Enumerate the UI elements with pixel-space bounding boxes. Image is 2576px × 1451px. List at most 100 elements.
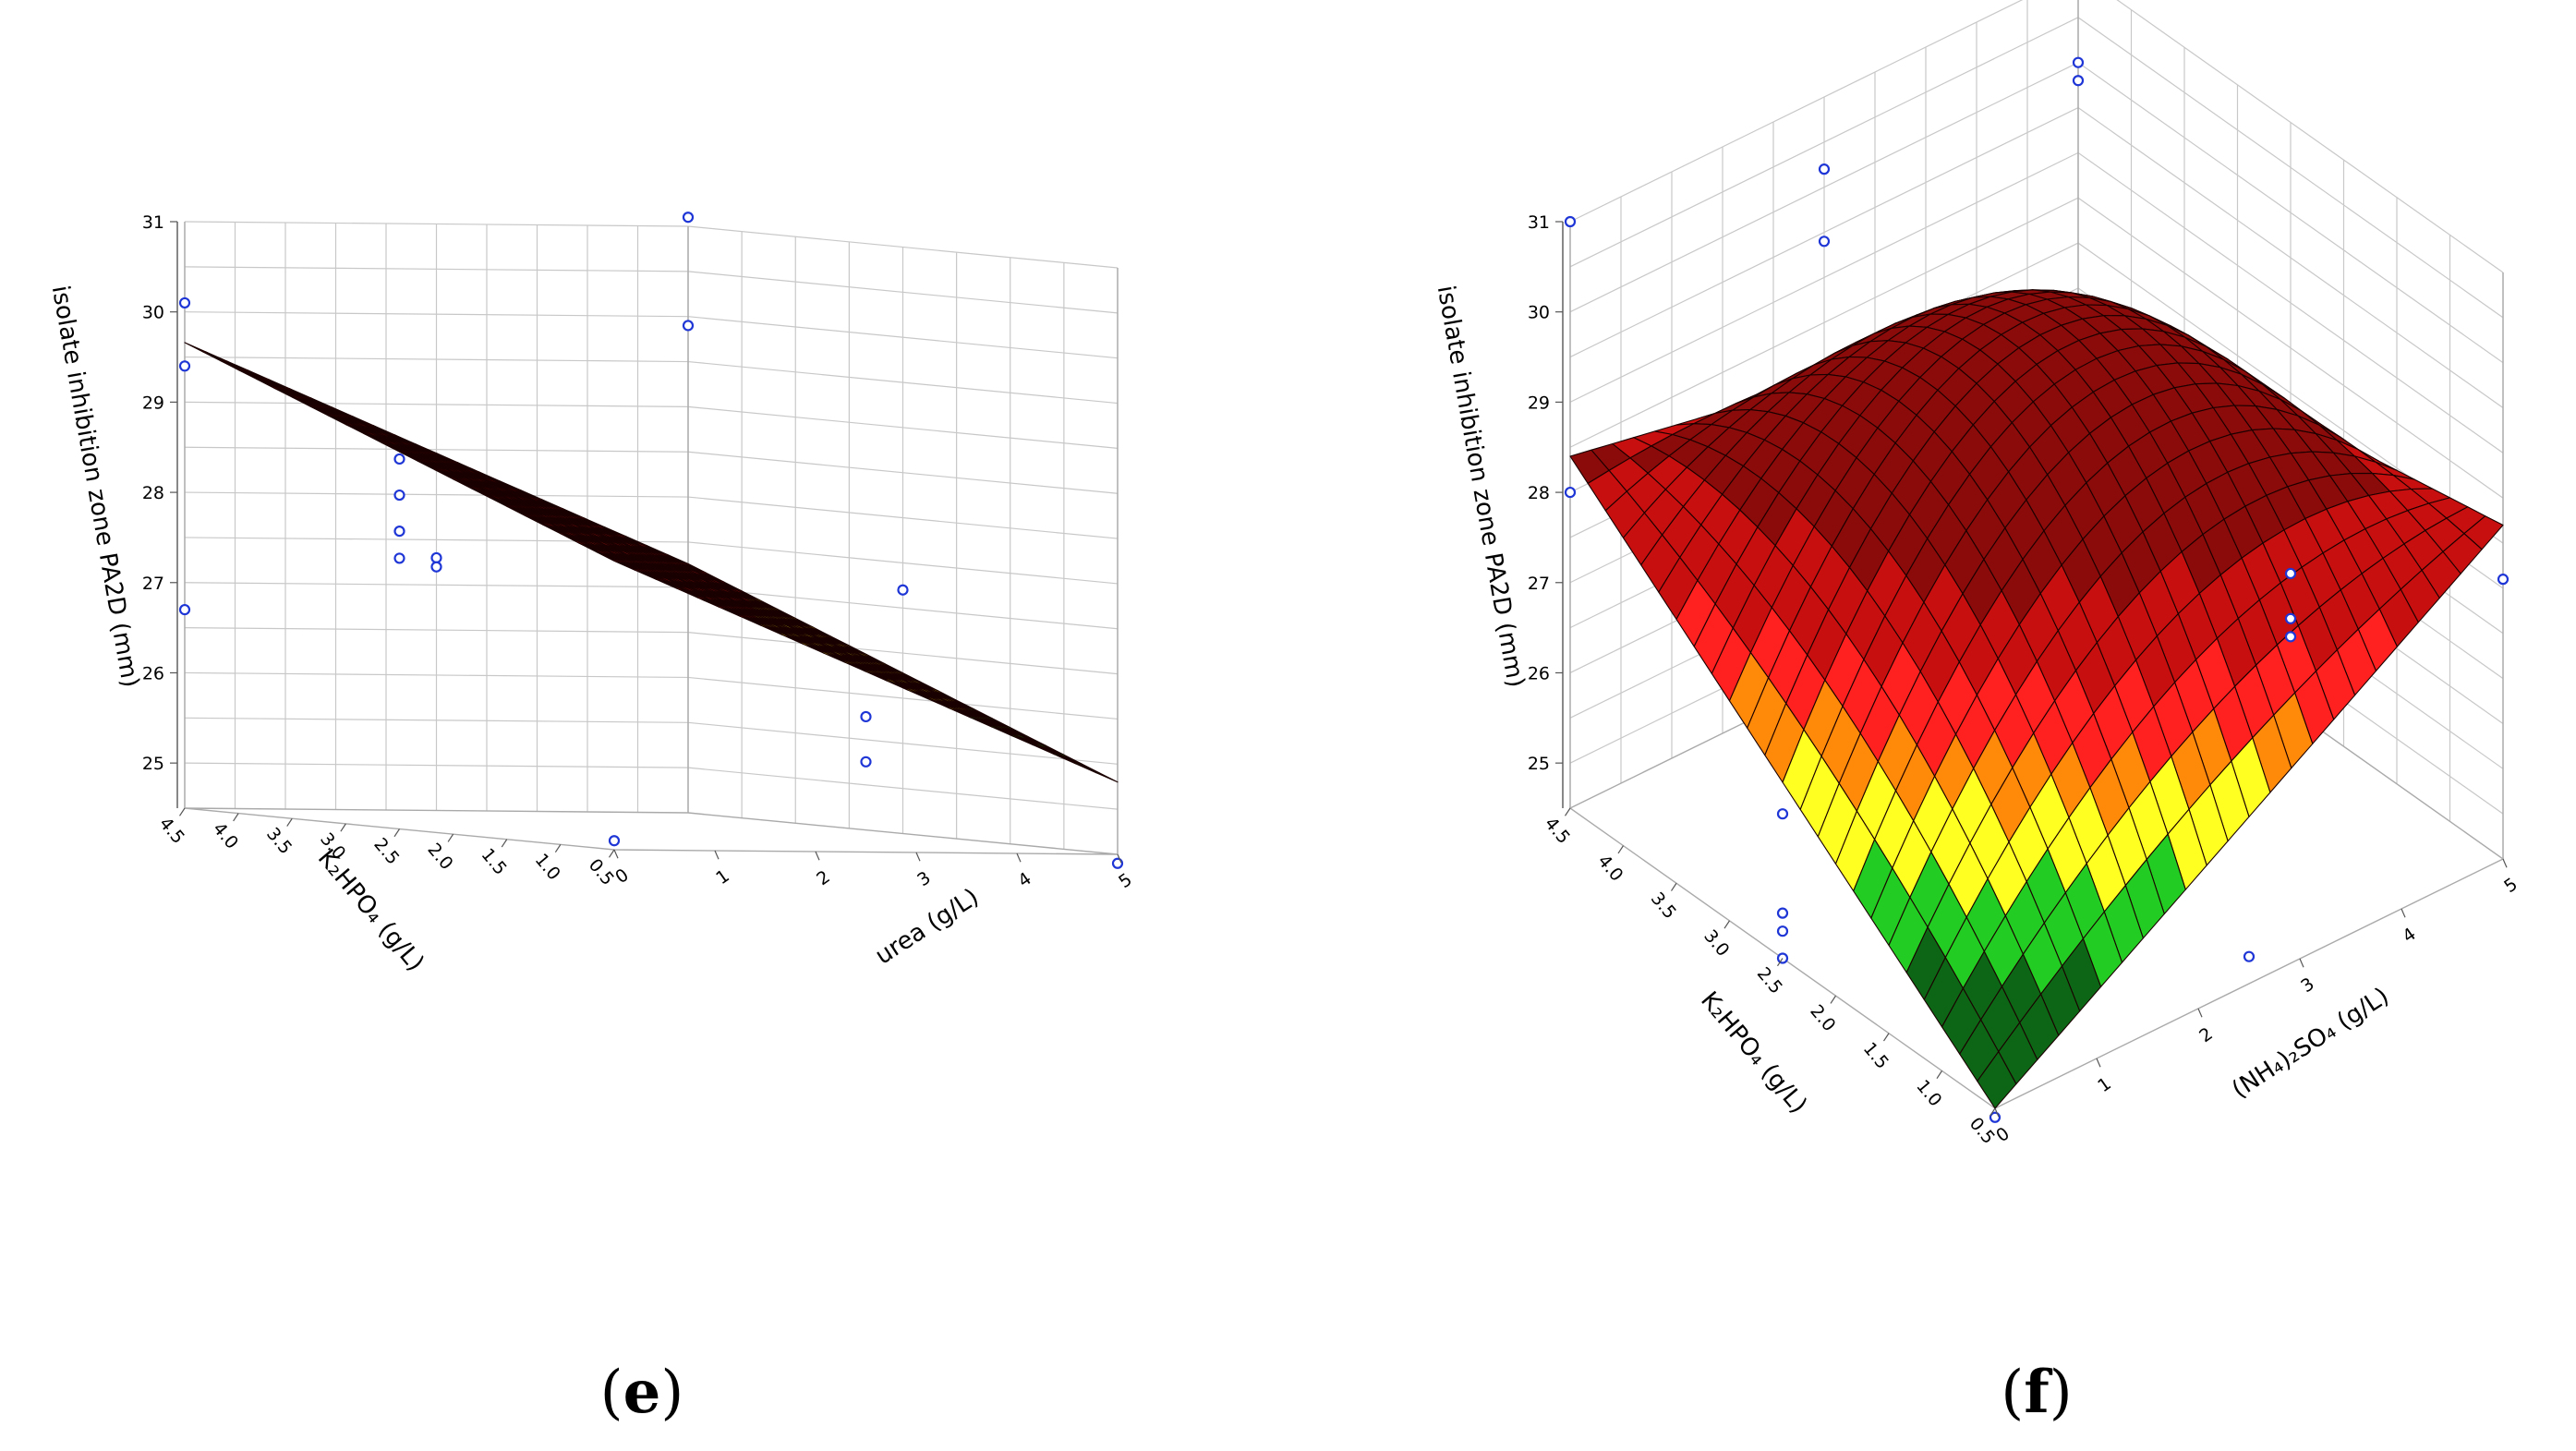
observed-point	[178, 360, 191, 372]
x-tick-mark	[1994, 1107, 2000, 1118]
y-tick-label: 1.0	[1912, 1076, 1945, 1110]
z-tick-label: 29	[142, 393, 164, 413]
y-tick-label: 4.5	[1541, 814, 1574, 848]
z-tick-label: 26	[142, 663, 164, 683]
z-tick-label: 28	[142, 483, 164, 503]
observed-point	[1111, 857, 1124, 869]
gridline	[184, 627, 1119, 675]
y-tick-mark	[608, 849, 615, 858]
y-tick-mark	[1670, 882, 1677, 891]
observed-point	[178, 296, 191, 309]
y-axis-title: K₂HPO₄ (g/L)	[1695, 986, 1812, 1118]
y-tick-mark	[178, 807, 186, 816]
z-tick-label: 27	[1528, 574, 1550, 594]
y-tick-mark	[1830, 995, 1837, 1004]
y-tick-mark	[1936, 1070, 1943, 1080]
y-axis-title: K₂HPO₄ (g/L)	[312, 844, 429, 976]
y-tick-label: 2.0	[423, 840, 456, 874]
x-tick-mark	[815, 851, 820, 861]
x-tick-label: 3	[2297, 973, 2318, 997]
observed-point	[608, 835, 621, 847]
y-tick-label: 1.5	[1859, 1038, 1893, 1072]
observed-point	[430, 551, 442, 564]
z-axis: 25 26 27 28 29 30 31 isolate inhibition zone PA…	[46, 212, 178, 808]
z-tick-label: 25	[142, 754, 164, 774]
gridline	[184, 762, 1119, 810]
x-tick-mark	[714, 850, 720, 860]
x-tick-mark	[2096, 1058, 2101, 1068]
x-tick-label: 3	[913, 867, 935, 890]
x-tick-label: 0	[611, 865, 633, 888]
y-tick-mark	[286, 817, 293, 827]
y-tick-label: 2.0	[1806, 1001, 1839, 1035]
observed-point	[393, 552, 405, 564]
z-tick-label: 31	[142, 212, 164, 233]
z-tick-label: 31	[1528, 212, 1550, 233]
gridline	[184, 446, 1119, 494]
gridline	[184, 582, 1119, 630]
gridline	[184, 311, 1119, 359]
surface-cell	[596, 550, 636, 571]
x-tick-mark	[2401, 908, 2406, 918]
x-tick-label: 1	[2094, 1073, 2115, 1096]
observed-point	[1564, 215, 1577, 228]
gridline	[184, 356, 1119, 405]
x-tick-mark	[1117, 853, 1122, 864]
y-tick-mark	[1723, 920, 1731, 929]
y-tick-mark	[1564, 807, 1571, 816]
observed-point	[1776, 808, 1789, 820]
observed-point	[2284, 631, 2297, 643]
y-tick-mark	[501, 839, 508, 848]
z-tick-label: 27	[142, 574, 164, 594]
z-axis-title: isolate inhibition zone PA2D (mm)	[1432, 284, 1530, 690]
y-tick-label: 2.5	[369, 834, 403, 868]
y-tick-label: 1.0	[531, 850, 564, 884]
y-tick-mark	[554, 844, 562, 853]
back-walls	[184, 221, 1119, 855]
y-tick-label: 4.0	[209, 818, 242, 852]
gridline	[184, 717, 1119, 765]
z-tick-label: 30	[142, 303, 164, 323]
x-tick-label: 4	[1014, 868, 1035, 891]
y-tick-label: 3.0	[1699, 926, 1733, 961]
observed-point	[2072, 75, 2085, 87]
x-tick-mark	[2502, 858, 2508, 868]
z-tick-label: 29	[1528, 393, 1550, 413]
x-tick-mark	[2197, 1008, 2203, 1018]
observed-points	[178, 212, 1124, 869]
y-tick-mark	[340, 823, 346, 832]
observed-point	[2284, 567, 2297, 580]
observed-point	[682, 320, 695, 332]
surface-cell	[1977, 1051, 2017, 1109]
x-tick-mark	[613, 849, 619, 859]
y-tick-mark	[1989, 1107, 1996, 1117]
x-tick-mark	[1016, 852, 1022, 863]
observed-point	[393, 526, 405, 538]
observed-point	[1989, 1111, 2002, 1123]
observed-point	[1818, 163, 1831, 175]
z-tick-label: 28	[1528, 483, 1550, 503]
x-tick-label: 4	[2399, 924, 2420, 947]
y-tick-label: 3.5	[262, 824, 296, 858]
observed-points	[1564, 56, 2509, 1123]
observed-point	[2243, 950, 2256, 962]
x-tick-label: 1	[712, 865, 733, 889]
x-axis-title: urea (g/L)	[870, 883, 984, 970]
gridline	[184, 266, 1119, 314]
gridline	[1569, 0, 2504, 273]
x-tick-label: 0	[1992, 1123, 2014, 1146]
observed-point	[1818, 236, 1831, 248]
panel-label-f-text: f	[2024, 1358, 2050, 1427]
x-tick-mark	[2299, 958, 2304, 968]
observed-point	[1564, 486, 1577, 499]
observed-point	[2072, 56, 2085, 68]
observed-point	[2284, 612, 2297, 624]
observed-point	[682, 212, 695, 224]
observed-point	[1776, 907, 1789, 919]
z-tick-label: 25	[1528, 754, 1550, 774]
